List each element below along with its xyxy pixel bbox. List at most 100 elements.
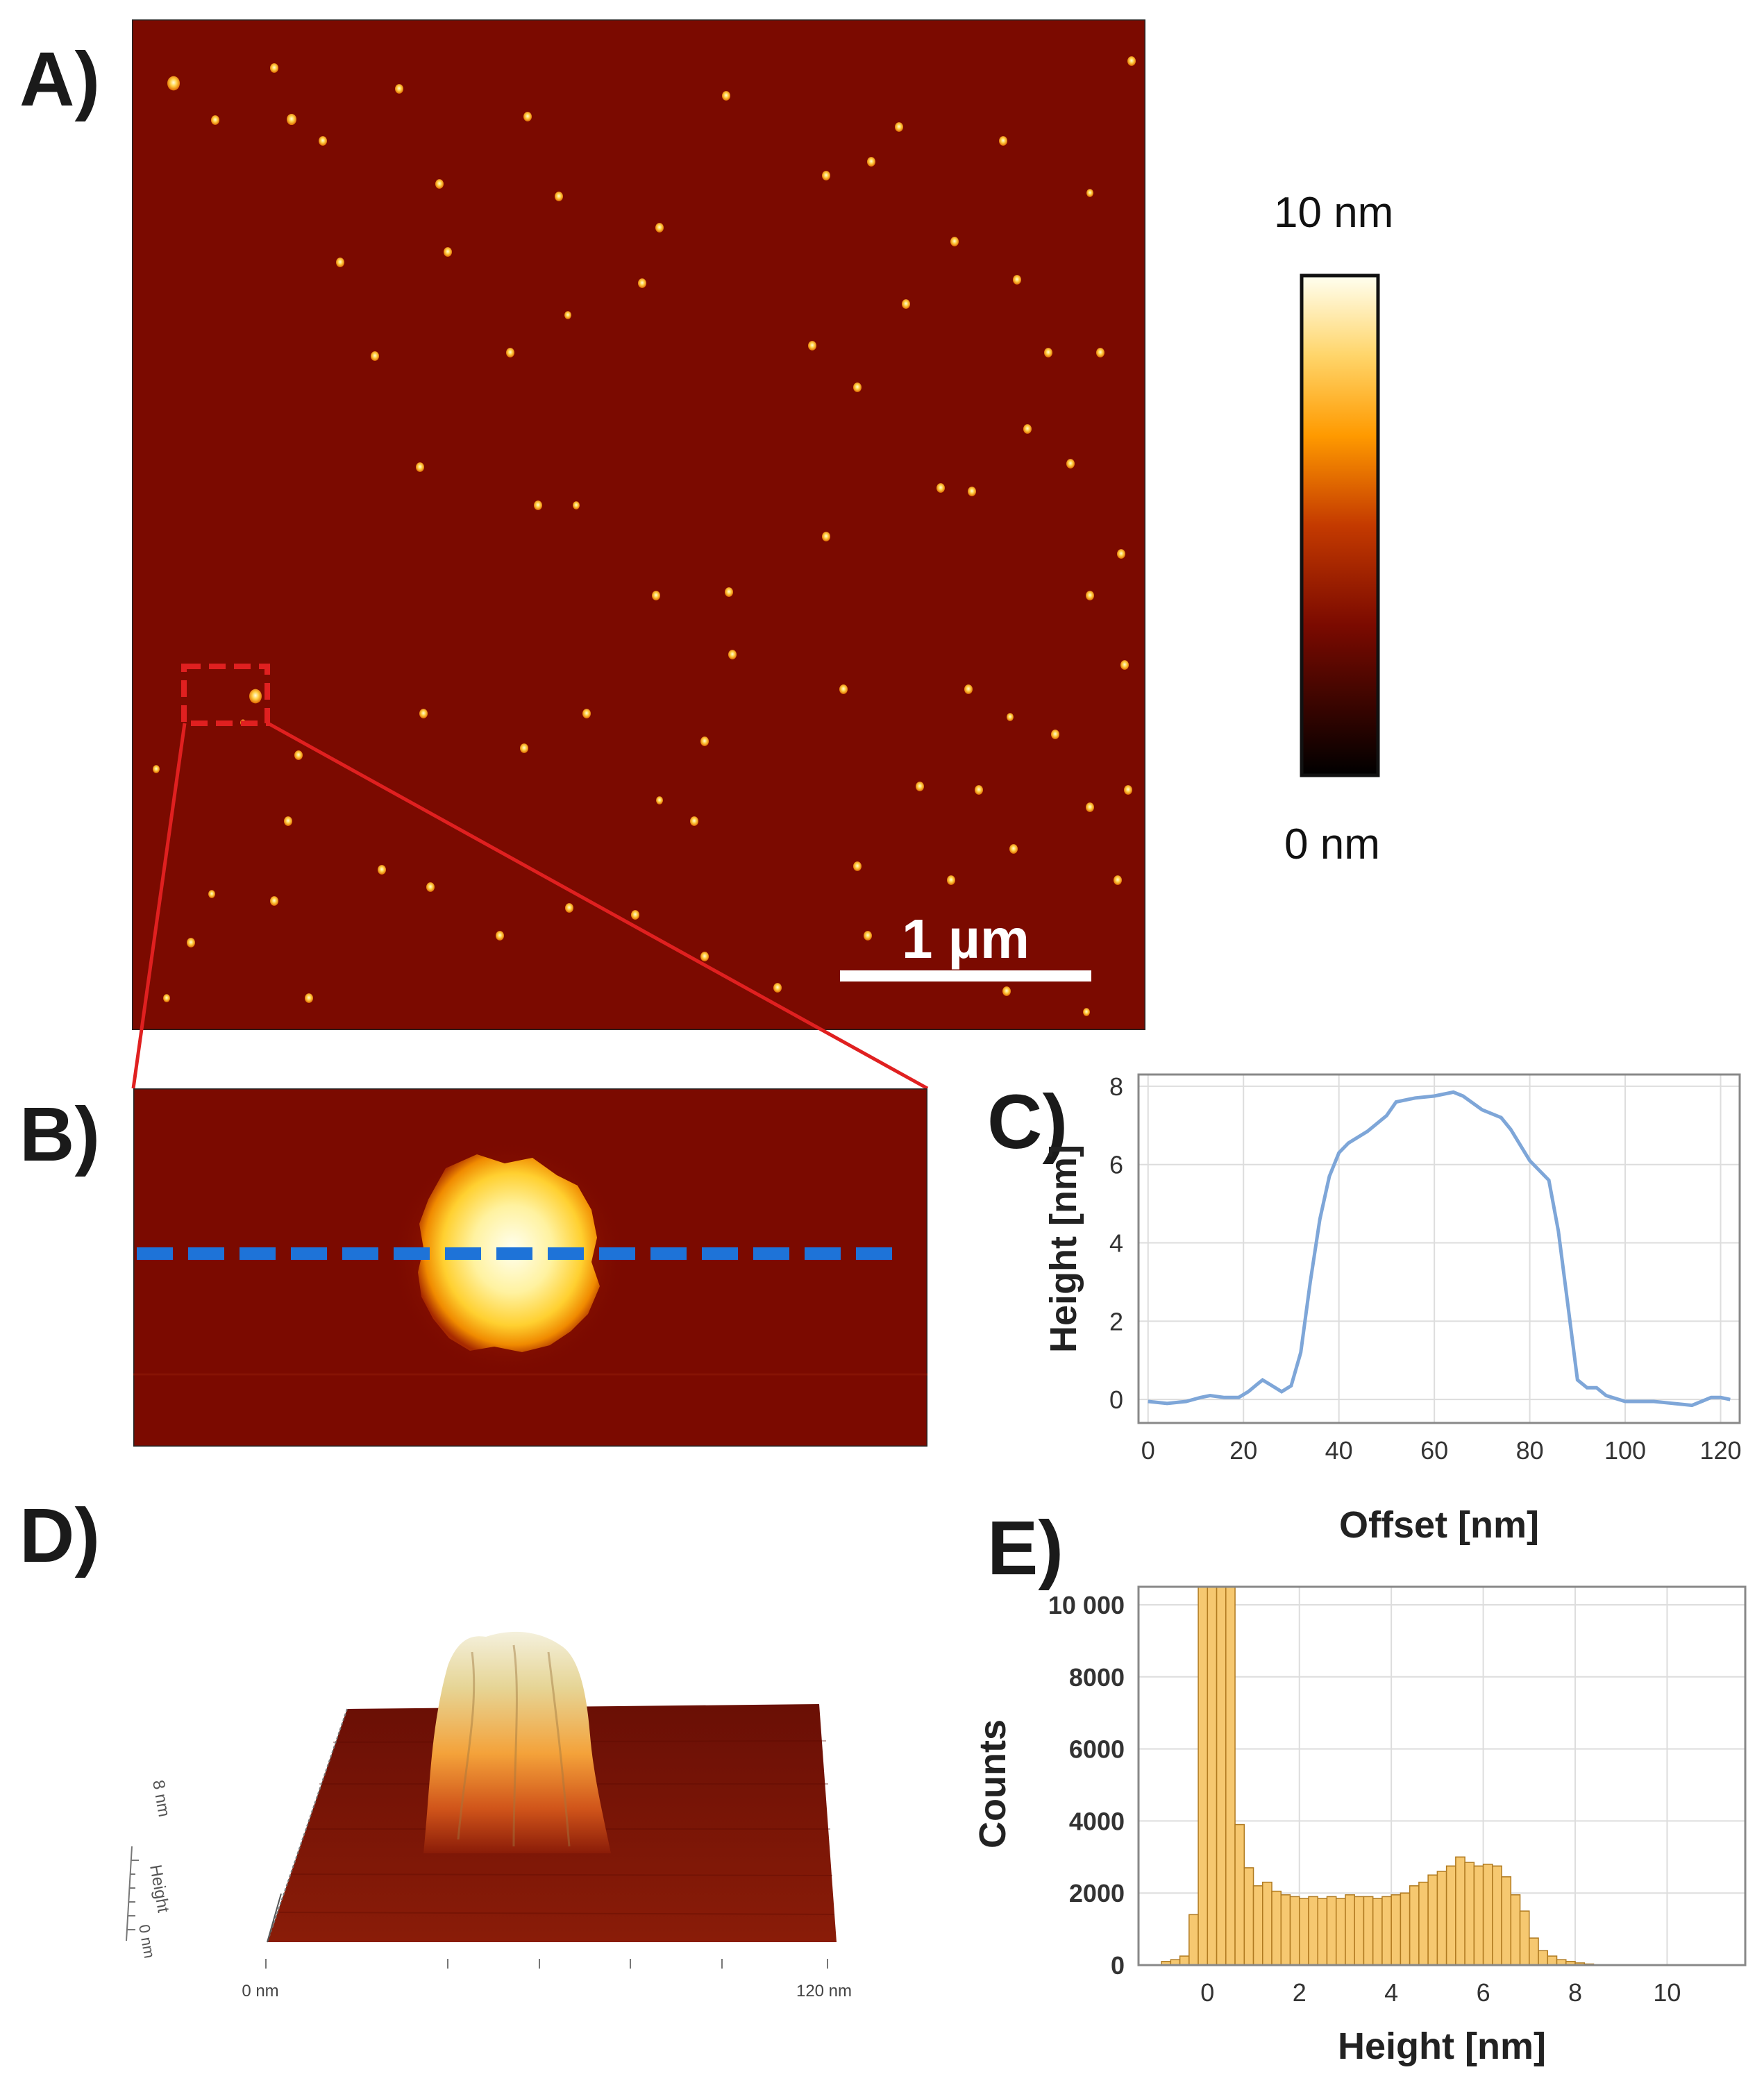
histogram-bar: [1464, 1862, 1475, 1966]
profile-series-line: [1148, 1090, 1731, 1408]
panel-label-d: D): [19, 1493, 101, 1578]
histogram-bar: [1252, 1885, 1263, 1966]
surface-particle: [208, 890, 215, 898]
histogram-bar: [1234, 1823, 1245, 1966]
histogram-y-axis-label: Counts: [972, 1719, 1014, 1848]
surface-particle: [419, 709, 428, 718]
surface-particle: [999, 136, 1007, 146]
histogram-bar: [1280, 1894, 1291, 1966]
histogram-bar: [1335, 1898, 1346, 1966]
surface-particle: [270, 896, 278, 906]
surface-particle: [564, 311, 571, 319]
histogram-bar: [1345, 1894, 1355, 1966]
histogram-y-tick-label: 2000: [1069, 1879, 1125, 1907]
histogram-bar: [1271, 1890, 1282, 1966]
surface-particle: [163, 994, 170, 1002]
3d-z-max-label: 8 nm: [149, 1778, 174, 1818]
surface-particle: [211, 115, 219, 125]
surface-particle: [1066, 459, 1075, 469]
colorbar-max-label: 10 nm: [1274, 189, 1394, 237]
histogram-bar: [1455, 1856, 1465, 1966]
profile-x-tick-label: 80: [1516, 1436, 1544, 1465]
surface-particle: [1096, 348, 1104, 357]
surface-particle: [964, 684, 973, 694]
surface-particle: [395, 84, 403, 94]
surface-particle: [305, 993, 313, 1003]
histogram-bar: [1391, 1894, 1402, 1966]
3d-x-start-label: 0 nm: [242, 1982, 278, 2000]
histogram-bar: [1519, 1910, 1530, 1966]
3d-z-axis: [267, 1708, 348, 1943]
histogram-bar: [1529, 1937, 1539, 1966]
profile-x-tick-label: 40: [1325, 1436, 1353, 1465]
surface-particle: [534, 500, 542, 510]
surface-particle: [808, 341, 816, 351]
surface-particle: [1124, 785, 1132, 795]
surface-particle: [270, 63, 278, 73]
histogram-y-tick-label: 6000: [1069, 1735, 1125, 1764]
scale-bar-label: 1 µm: [902, 908, 1030, 970]
profile-x-tick-label: 100: [1604, 1436, 1646, 1465]
histogram-bar: [1547, 1955, 1558, 1966]
histogram-bar: [1308, 1896, 1318, 1966]
3d-height-ruler: [126, 1846, 133, 1941]
histogram-bar: [1298, 1898, 1309, 1966]
surface-particle: [638, 278, 646, 288]
3d-z-zero-label: 0 nm: [135, 1923, 158, 1960]
histogram-bar: [1317, 1898, 1328, 1966]
surface-particle: [728, 650, 737, 659]
surface-particle: [968, 487, 976, 496]
surface-particle: [506, 348, 514, 357]
histogram-bar: [1198, 1586, 1209, 1966]
panel-label-e: E): [987, 1506, 1064, 1591]
surface-particle: [950, 237, 959, 246]
surface-particle: [1009, 844, 1018, 854]
afm-zoom-image: [133, 1088, 927, 1447]
surface-particle: [294, 750, 303, 760]
profile-plot-frame: [1137, 1073, 1741, 1424]
afm-overview-image: 1 µm: [132, 19, 1145, 1030]
surface-particle: [336, 258, 344, 267]
histogram-bar: [1473, 1865, 1484, 1966]
surface-particle: [371, 351, 379, 361]
height-colorbar: [1300, 273, 1380, 777]
surface-particle: [573, 501, 580, 509]
surface-particle: [652, 591, 660, 600]
substrate-background: [132, 19, 1145, 1030]
histogram-bar: [1510, 1894, 1521, 1966]
surface-particle: [444, 247, 452, 257]
histogram-x-tick-label: 6: [1477, 1978, 1490, 2007]
histogram-bar: [1354, 1896, 1365, 1966]
surface-particle: [319, 136, 327, 146]
histogram-bar: [1216, 1586, 1227, 1966]
surface-particle: [435, 179, 444, 189]
surface-particle: [853, 382, 862, 392]
histogram-bar: [1207, 1586, 1218, 1966]
surface-particle: [773, 983, 782, 993]
surface-particle: [631, 910, 639, 920]
profile-y-tick-label: 4: [1109, 1229, 1123, 1258]
histogram-bar: [1418, 1881, 1429, 1966]
zoom-region-box: [181, 664, 270, 726]
profile-x-tick-label: 60: [1420, 1436, 1448, 1465]
histogram-bar: [1482, 1863, 1493, 1966]
surface-particle: [1007, 713, 1014, 721]
surface-particle: [722, 91, 730, 101]
height-profile-chart: 0 20 40 60 80 100 120 0 2 4 6 8 Offset [nm] Height …: [1043, 1072, 1742, 1546]
surface-particle: [902, 299, 910, 309]
histogram-bar: [1363, 1896, 1374, 1966]
histogram-y-tick-label: 10 000: [1048, 1591, 1125, 1619]
height-histogram-chart: 0 2 4 6 8 10 0 2000 4000 6000 8000 10 000 Height [n…: [972, 1585, 1747, 2067]
surface-particle: [916, 782, 924, 791]
surface-particle: [1051, 730, 1059, 739]
histogram-bar: [1400, 1892, 1411, 1966]
3d-particle-mound: [423, 1631, 611, 1853]
surface-particle: [1114, 875, 1122, 885]
surface-particle: [1086, 802, 1094, 812]
surface-particle: [1083, 1008, 1090, 1016]
surface-particle: [822, 532, 830, 541]
surface-particle: [656, 796, 663, 804]
histogram-x-tick-label: 4: [1384, 1978, 1398, 2007]
surface-particle: [496, 931, 504, 941]
surface-particle: [1023, 424, 1032, 434]
